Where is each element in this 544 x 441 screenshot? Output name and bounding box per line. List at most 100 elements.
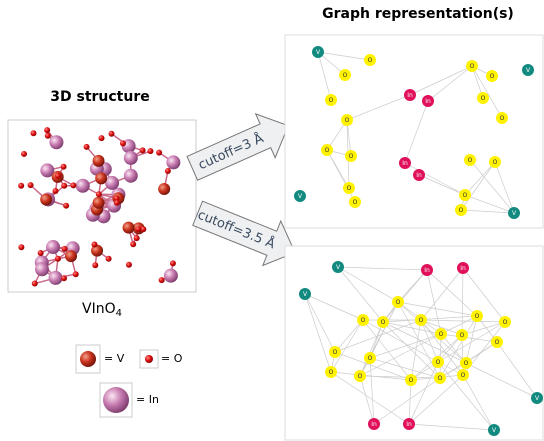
node-label: V bbox=[492, 427, 497, 434]
atom bbox=[166, 155, 181, 170]
node-label: O bbox=[468, 157, 473, 164]
edge bbox=[337, 266, 384, 323]
atom bbox=[54, 255, 61, 262]
atom bbox=[164, 167, 171, 174]
edge bbox=[471, 65, 503, 119]
structure-label: 3D structure bbox=[50, 89, 150, 105]
atom bbox=[123, 168, 138, 183]
node bbox=[455, 204, 467, 216]
title: Graph representation(s) bbox=[322, 6, 514, 22]
edge bbox=[382, 269, 428, 323]
atom bbox=[30, 130, 37, 137]
node-label: O bbox=[409, 377, 414, 384]
node bbox=[325, 366, 337, 378]
atom bbox=[98, 135, 105, 142]
edge bbox=[465, 362, 538, 399]
atom bbox=[40, 193, 53, 206]
node bbox=[404, 89, 416, 101]
node bbox=[486, 70, 498, 82]
atom bbox=[83, 143, 90, 150]
node-label: O bbox=[349, 153, 354, 160]
node bbox=[457, 369, 469, 381]
node-label: O bbox=[493, 159, 498, 166]
atom bbox=[49, 135, 64, 150]
edge bbox=[440, 333, 467, 364]
atom bbox=[125, 261, 132, 268]
edge bbox=[369, 321, 384, 359]
edge bbox=[462, 374, 495, 431]
legend-label: = O bbox=[161, 352, 183, 365]
atom bbox=[140, 226, 147, 233]
node-label: In bbox=[425, 98, 431, 105]
edge bbox=[464, 161, 496, 196]
legend-o bbox=[145, 355, 153, 363]
node bbox=[422, 95, 434, 107]
edge bbox=[461, 267, 464, 336]
edge bbox=[464, 194, 515, 214]
atom bbox=[44, 132, 51, 139]
edge bbox=[439, 315, 478, 379]
node-label: O bbox=[419, 317, 424, 324]
node bbox=[329, 346, 341, 358]
edge bbox=[420, 319, 464, 376]
atom bbox=[65, 250, 78, 263]
node-label: O bbox=[495, 339, 500, 346]
edge bbox=[304, 293, 364, 321]
node bbox=[294, 190, 306, 202]
atom bbox=[72, 271, 79, 278]
edge bbox=[326, 119, 348, 151]
atom bbox=[105, 255, 112, 262]
node bbox=[341, 114, 353, 126]
formula-text: VInO bbox=[82, 301, 116, 317]
node bbox=[471, 310, 483, 322]
node bbox=[349, 196, 361, 208]
atom bbox=[63, 202, 70, 209]
edge bbox=[496, 341, 538, 399]
crystal bbox=[18, 127, 181, 287]
node-label: In bbox=[424, 267, 430, 274]
node bbox=[368, 418, 380, 430]
node bbox=[364, 352, 376, 364]
atom bbox=[156, 149, 163, 156]
edge bbox=[462, 267, 506, 323]
edge bbox=[369, 357, 441, 379]
node-label: O bbox=[503, 319, 508, 326]
node-label: O bbox=[490, 73, 495, 80]
node-label: O bbox=[345, 117, 350, 124]
atom bbox=[61, 245, 68, 252]
edge bbox=[382, 321, 441, 379]
atom bbox=[21, 150, 28, 157]
edge bbox=[408, 423, 495, 431]
atom bbox=[92, 196, 105, 209]
node bbox=[499, 316, 511, 328]
node-label: O bbox=[347, 185, 352, 192]
edge bbox=[369, 357, 375, 425]
atom bbox=[147, 148, 154, 155]
node-label: O bbox=[464, 360, 469, 367]
edge bbox=[397, 301, 478, 317]
atom bbox=[158, 277, 165, 284]
atom bbox=[169, 260, 176, 267]
node-label: O bbox=[329, 369, 334, 376]
edge bbox=[465, 315, 478, 364]
edge bbox=[362, 319, 412, 381]
node-label: O bbox=[470, 63, 475, 70]
edge bbox=[420, 319, 506, 323]
atom bbox=[40, 163, 55, 178]
node-label: V bbox=[336, 264, 341, 271]
edge bbox=[420, 319, 463, 336]
node-label: O bbox=[361, 317, 366, 324]
edge bbox=[317, 51, 332, 101]
node bbox=[421, 264, 433, 276]
node-label: In bbox=[407, 92, 413, 99]
node-label: In bbox=[371, 421, 377, 428]
edge bbox=[369, 333, 442, 359]
edge bbox=[418, 174, 466, 196]
edge bbox=[461, 334, 464, 376]
node-label: V bbox=[526, 67, 531, 74]
edge bbox=[440, 315, 478, 335]
node-label: O bbox=[343, 72, 348, 79]
atom bbox=[105, 175, 120, 190]
node bbox=[299, 288, 311, 300]
node bbox=[377, 316, 389, 328]
